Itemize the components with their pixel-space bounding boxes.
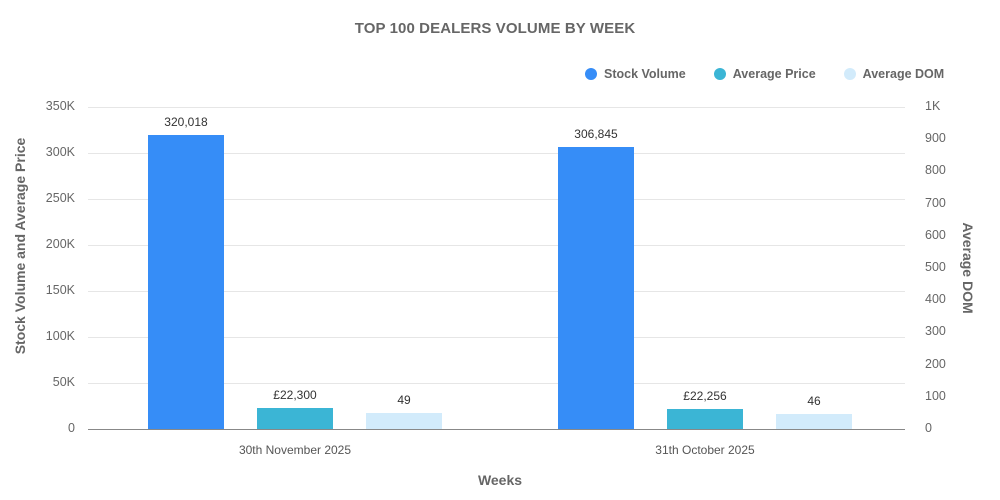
y-right-tick: 900 <box>925 131 946 145</box>
y-axis-right-label: Average DOM <box>960 222 976 314</box>
y-left-tick: 200K <box>45 237 75 251</box>
bar-value-label: 49 <box>397 393 411 408</box>
chart-title: TOP 100 DEALERS VOLUME BY WEEK <box>354 20 636 37</box>
legend-dot-icon <box>585 68 597 80</box>
y-right-tick: 600 <box>925 228 946 242</box>
bar-stock-volume[interactable] <box>558 146 634 429</box>
bar-value-label: £22,300 <box>273 388 317 403</box>
gridline <box>88 291 905 292</box>
y-right-tick: 800 <box>925 163 946 177</box>
x-axis-label: Weeks <box>477 472 523 488</box>
gridline <box>88 153 905 154</box>
legend-dot-icon <box>843 68 856 80</box>
legend-dot-icon <box>713 68 726 80</box>
gridline <box>88 245 905 246</box>
y-right-tick: 200 <box>925 357 946 371</box>
y-left-tick: 350K <box>45 99 75 113</box>
y-left-tick: 300K <box>45 145 75 159</box>
bar-average-price[interactable] <box>667 408 743 429</box>
x-axis-line <box>88 429 905 430</box>
y-left-tick: 0 <box>68 421 75 435</box>
bar-average-dom[interactable] <box>366 413 442 429</box>
y-axis-left-label: Stock Volume and Average Price <box>12 137 28 355</box>
bar-value-label: £22,256 <box>683 388 727 403</box>
y-right-tick: 1K <box>925 99 941 113</box>
gridline <box>88 337 905 338</box>
y-right-tick: 500 <box>925 260 946 274</box>
legend-label: Average DOM <box>862 67 945 81</box>
bar-stock-volume[interactable] <box>148 134 224 429</box>
legend-item-stock-volume[interactable]: Stock Volume <box>585 67 686 81</box>
x-category-label: 31th October 2025 <box>655 443 755 457</box>
bar-value-label: 46 <box>807 394 821 409</box>
y-right-tick: 700 <box>925 196 946 210</box>
y-right-tick: 400 <box>925 292 946 306</box>
y-left-tick: 250K <box>45 191 75 205</box>
legend-label: Average Price <box>732 67 816 81</box>
bar-average-dom[interactable] <box>776 414 852 429</box>
legend-item-average-dom[interactable]: Average DOM <box>843 67 945 81</box>
gridline <box>88 199 905 200</box>
x-category-label: 30th November 2025 <box>238 443 352 457</box>
bar-average-price[interactable] <box>257 408 333 429</box>
legend-item-average-price[interactable]: Average Price <box>713 67 816 81</box>
y-left-tick: 150K <box>45 283 75 297</box>
bar-value-label: 306,845 <box>574 126 618 141</box>
legend: Stock Volume Average Price Average DOM <box>585 67 972 81</box>
y-left-tick: 100K <box>45 329 75 343</box>
y-left-tick: 50K <box>52 375 75 389</box>
y-right-tick: 100 <box>925 389 946 403</box>
bar-value-label: 320,018 <box>164 114 208 129</box>
legend-label: Stock Volume <box>604 67 686 81</box>
y-right-tick: 300 <box>925 324 946 338</box>
gridline <box>88 107 905 108</box>
y-right-tick: 0 <box>925 421 932 435</box>
gridline <box>88 383 905 384</box>
